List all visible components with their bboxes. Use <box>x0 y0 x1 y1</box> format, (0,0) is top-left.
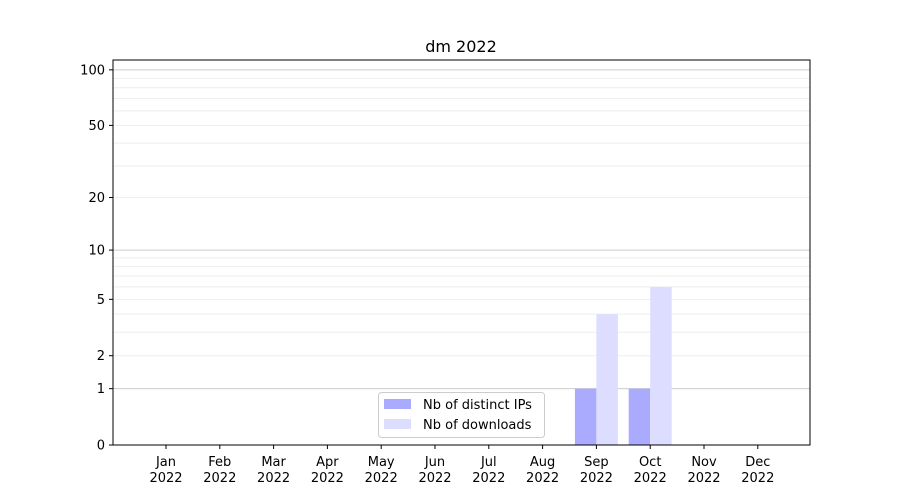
y-tick-label: 2 <box>97 349 105 364</box>
x-tick-label: Aug 2022 <box>526 455 559 486</box>
x-tick-label-line: 2022 <box>311 471 344 486</box>
legend-label: Nb of downloads <box>423 418 532 433</box>
y-axis: 0 1 2 5 10 20 50 100 <box>80 63 113 454</box>
x-tick-label: Nov 2022 <box>687 455 720 486</box>
bar-downloads <box>596 314 618 445</box>
legend-box <box>378 392 545 438</box>
bar-distinct-ips <box>628 388 651 445</box>
grid <box>113 69 810 390</box>
x-tick-label-line: 2022 <box>472 471 505 486</box>
x-tick-label-line: 2022 <box>418 471 451 486</box>
x-tick-label-line: 2022 <box>149 471 182 486</box>
x-tick-label-line: Mar <box>261 455 286 470</box>
legend-swatch <box>384 399 411 409</box>
x-tick-label: Jan 2022 <box>149 455 182 486</box>
bar-downloads <box>650 286 672 445</box>
y-tick-label: 5 <box>97 293 105 308</box>
x-tick-label-line: 2022 <box>257 471 290 486</box>
x-tick-label-line: Jan <box>155 455 176 470</box>
x-tick-label: Dec 2022 <box>741 455 774 486</box>
bar-distinct-ips <box>574 388 597 445</box>
x-tick-label: Sep 2022 <box>580 455 613 486</box>
x-tick-label-line: 2022 <box>365 471 398 486</box>
x-tick-label-line: Aug <box>530 455 555 470</box>
x-tick-label-line: Feb <box>208 455 231 470</box>
x-tick-label: Mar 2022 <box>257 455 290 486</box>
y-tick-label: 100 <box>80 63 105 78</box>
x-tick-label: May 2022 <box>365 455 398 486</box>
x-tick-label: Oct 2022 <box>634 455 667 486</box>
x-tick-label-line: Dec <box>745 455 770 470</box>
y-tick-label: 1 <box>97 382 105 397</box>
x-tick-label-line: Oct <box>639 455 661 470</box>
x-tick-label: Feb 2022 <box>203 455 236 486</box>
x-tick-label-line: 2022 <box>634 471 667 486</box>
x-tick-label-line: 2022 <box>203 471 236 486</box>
x-tick-label-line: May <box>368 455 395 470</box>
plot-frame <box>112 59 811 446</box>
x-tick-label-line: Jul <box>480 455 497 470</box>
y-tick-label: 0 <box>97 439 105 454</box>
x-tick-label-line: 2022 <box>580 471 613 486</box>
x-tick-label: Apr 2022 <box>311 455 344 486</box>
x-tick-label-line: Sep <box>584 455 609 470</box>
y-tick-label: 50 <box>88 119 105 134</box>
x-tick-label-line: Jun <box>424 455 445 470</box>
x-tick-label: Jun 2022 <box>418 455 451 486</box>
x-tick-label-line: 2022 <box>687 471 720 486</box>
legend-swatch <box>384 419 411 429</box>
x-tick-label-line: 2022 <box>741 471 774 486</box>
y-tick-label: 20 <box>88 191 105 206</box>
x-tick-label-line: Apr <box>316 455 339 470</box>
legend-label: Nb of distinct IPs <box>423 398 532 413</box>
legend: Nb of distinct IPs Nb of downloads <box>378 392 545 438</box>
x-tick-label-line: 2022 <box>526 471 559 486</box>
x-tick-label-line: Nov <box>691 455 717 470</box>
bars <box>574 286 672 445</box>
chart-title: dm 2022 <box>425 37 497 56</box>
x-tick-label: Jul 2022 <box>472 455 505 486</box>
y-tick-label: 10 <box>88 244 105 259</box>
